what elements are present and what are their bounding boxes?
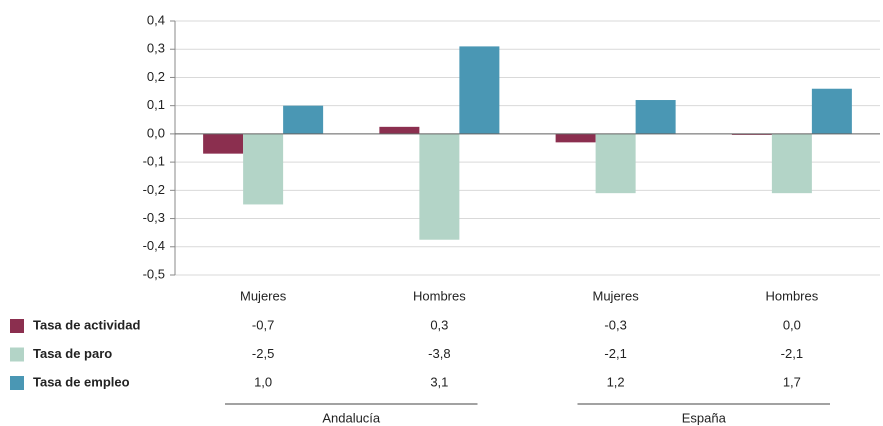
bar bbox=[811, 88, 852, 134]
x-tick-label: Mujeres bbox=[593, 288, 640, 303]
table-cell: -2,1 bbox=[781, 346, 803, 361]
legend-label: Tasa de actividad bbox=[33, 317, 140, 332]
table-cell: 0,0 bbox=[783, 317, 801, 332]
bar bbox=[771, 133, 812, 194]
group-label: España bbox=[682, 410, 727, 425]
y-tick-label: 0,3 bbox=[147, 41, 165, 56]
bar bbox=[595, 133, 636, 194]
x-tick-label: Hombres bbox=[413, 288, 466, 303]
bar bbox=[379, 126, 420, 134]
table-cell: -2,5 bbox=[252, 346, 274, 361]
x-tick-label: Mujeres bbox=[240, 288, 287, 303]
table-cell: -3,8 bbox=[428, 346, 450, 361]
bar bbox=[555, 133, 596, 143]
bar bbox=[459, 46, 500, 134]
bar bbox=[243, 133, 284, 205]
y-tick-label: 0,1 bbox=[147, 97, 165, 112]
table-cell: 1,2 bbox=[607, 374, 625, 389]
table-cell: 1,0 bbox=[254, 374, 272, 389]
bar bbox=[419, 133, 460, 240]
table-cell: -0,3 bbox=[604, 317, 626, 332]
table-cell: 0,3 bbox=[430, 317, 448, 332]
bar bbox=[203, 133, 244, 154]
y-tick-label: -0,3 bbox=[143, 210, 165, 225]
bar bbox=[283, 105, 324, 134]
y-tick-label: -0,5 bbox=[143, 266, 165, 281]
table-cell: -2,1 bbox=[604, 346, 626, 361]
legend-swatch bbox=[10, 319, 24, 333]
legend-swatch bbox=[10, 376, 24, 390]
table-cell: 3,1 bbox=[430, 374, 448, 389]
table-cell: -0,7 bbox=[252, 317, 274, 332]
y-tick-label: -0,4 bbox=[143, 238, 165, 253]
x-tick-label: Hombres bbox=[766, 288, 819, 303]
bar bbox=[635, 100, 676, 134]
y-tick-label: 0,0 bbox=[147, 125, 165, 140]
y-tick-label: 0,2 bbox=[147, 69, 165, 84]
legend-swatch bbox=[10, 347, 24, 362]
group-label: Andalucía bbox=[322, 410, 381, 425]
y-tick-label: -0,1 bbox=[143, 154, 165, 169]
y-tick-label: -0,2 bbox=[143, 182, 165, 197]
legend-label: Tasa de empleo bbox=[33, 374, 130, 389]
y-tick-label: 0,4 bbox=[147, 12, 165, 27]
table-cell: 1,7 bbox=[783, 374, 801, 389]
legend-label: Tasa de paro bbox=[33, 346, 112, 361]
